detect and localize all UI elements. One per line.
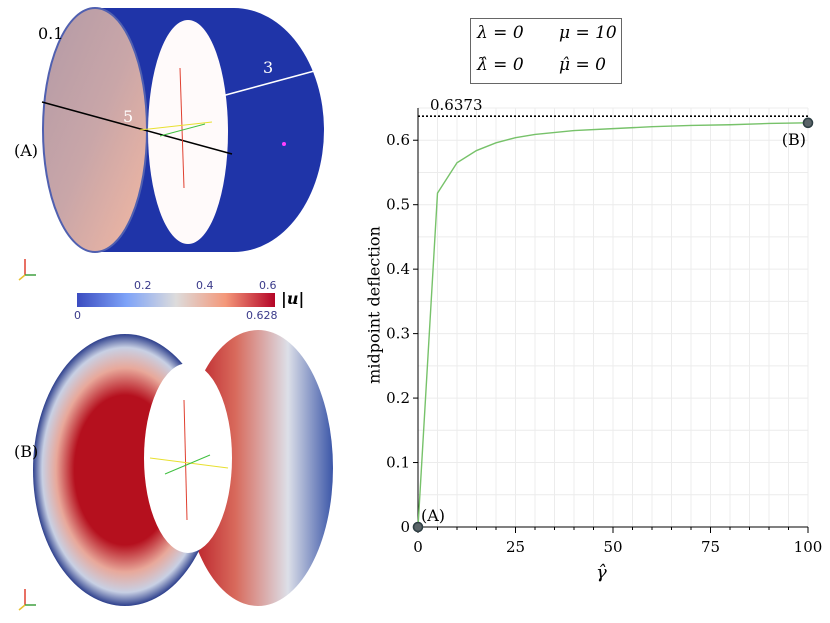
colorbar	[77, 293, 275, 307]
marker-label-0: (A)	[421, 506, 445, 525]
series-line-0	[417, 122, 809, 528]
marker-point	[282, 142, 286, 146]
legend-lambda: λ = 0	[477, 23, 524, 43]
axis-red-b	[183, 399, 188, 521]
panel-a-label: (A)	[14, 141, 39, 160]
panel-b-label: (B)	[14, 442, 39, 461]
diameter-label: 5	[123, 107, 134, 126]
axis-red-a	[179, 67, 185, 189]
x-tick-label: 75	[701, 538, 720, 556]
markers-group: (A) (B)	[412, 117, 814, 533]
x-tick-label: 50	[603, 538, 622, 556]
reference-label: 0.6373	[430, 96, 483, 114]
y-tick-label: 0.2	[386, 389, 410, 407]
length-line	[221, 69, 319, 97]
marker-label-1: (B)	[782, 130, 806, 149]
colorbar-tick-3: 0.6	[259, 279, 277, 292]
axis-yellow-b	[149, 457, 229, 469]
shell-opening	[144, 363, 232, 553]
axis-green-b	[164, 454, 211, 475]
diameter-line	[41, 101, 233, 155]
chart-grid	[417, 107, 809, 528]
length-label: 3	[263, 58, 274, 77]
thickness-label: 0.1	[38, 24, 64, 43]
x-tick-label: 25	[506, 538, 525, 556]
reference-line-group: 0.6373	[418, 96, 808, 117]
chart-axes: 0 25 50 75 100 0 0.1 0.2 0.3 0.4 0.5 0.6	[386, 108, 822, 556]
y-tick-label: 0.6	[386, 131, 410, 149]
colorbar-max: 0.628	[246, 309, 278, 322]
legend-mu: μ = 10	[559, 23, 617, 43]
marker-point-1	[802, 117, 814, 129]
y-axis-label: midpoint deflection	[364, 226, 384, 384]
cylinder-panel-a	[41, 7, 324, 253]
x-tick-label: 0	[413, 538, 423, 556]
y-tick-label: 0	[400, 518, 410, 536]
series-group	[417, 122, 809, 528]
deformed-shell-panel-b	[33, 330, 333, 606]
x-axis-label: γ̂	[596, 562, 607, 583]
parameter-legend: λ = 0 μ = 10 λ̂ = 0 μ̂ = 0	[470, 18, 622, 84]
colorbar-min: 0	[74, 309, 81, 322]
marker-point-0	[412, 521, 424, 533]
y-tick-label: 0.3	[386, 325, 410, 343]
colorbar-tick-1: 0.2	[134, 279, 152, 292]
orientation-triad-b	[18, 589, 36, 611]
y-tick-label: 0.5	[386, 196, 410, 214]
axis-green-a	[159, 123, 206, 137]
colorbar-label: |u|	[281, 289, 305, 308]
orientation-triad-a	[18, 259, 36, 281]
y-tick-label: 0.1	[386, 454, 410, 472]
axis-yellow-a	[139, 121, 213, 131]
legend-lambda-hat: λ̂ = 0	[477, 55, 524, 75]
cylinder-far-opening	[148, 20, 228, 244]
legend-mu-hat: μ̂ = 0	[559, 55, 606, 75]
cylinder-inner-surface	[43, 8, 147, 252]
y-tick-label: 0.4	[386, 260, 410, 278]
x-tick-label: 100	[794, 538, 823, 556]
colorbar-tick-2: 0.4	[196, 279, 214, 292]
